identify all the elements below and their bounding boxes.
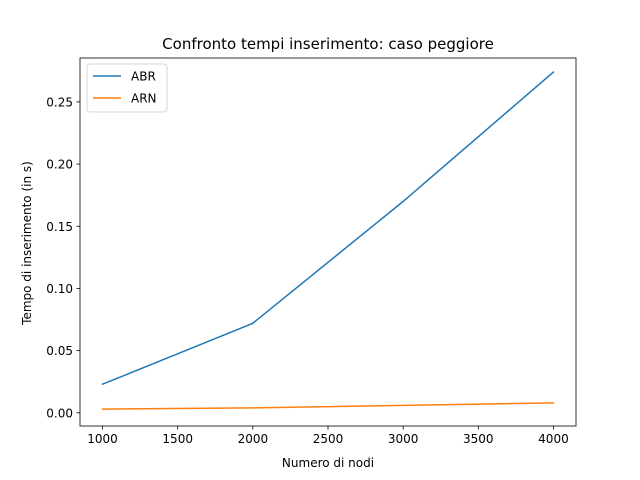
y-tick-label: 0.05 bbox=[46, 344, 73, 358]
y-tick-label: 0.00 bbox=[46, 406, 73, 420]
x-axis-label: Numero di nodi bbox=[282, 456, 374, 470]
chart-title: Confronto tempi inserimento: caso peggio… bbox=[162, 35, 494, 53]
x-tick-label: 4000 bbox=[538, 432, 569, 446]
y-tick-label: 0.15 bbox=[46, 220, 73, 234]
x-tick-label: 1000 bbox=[87, 432, 118, 446]
legend-label-abr: ABR bbox=[131, 70, 156, 84]
x-tick-label: 2000 bbox=[238, 432, 269, 446]
x-axis-ticks: 1000 1500 2000 2500 3000 3500 4000 bbox=[87, 426, 569, 446]
y-tick-label: 0.10 bbox=[46, 282, 73, 296]
x-tick-label: 1500 bbox=[162, 432, 193, 446]
x-tick-label: 2500 bbox=[313, 432, 344, 446]
series-line-arn bbox=[101, 402, 555, 410]
y-tick-label: 0.25 bbox=[46, 95, 73, 109]
x-tick-label: 3500 bbox=[463, 432, 494, 446]
y-axis-label: Tempo di inserimento (in s) bbox=[20, 161, 34, 326]
legend-label-arn: ARN bbox=[131, 92, 157, 106]
series-line-abr bbox=[101, 70, 555, 386]
x-tick-label: 3000 bbox=[388, 432, 419, 446]
y-axis-ticks: 0.00 0.05 0.10 0.15 0.20 0.25 bbox=[46, 95, 80, 420]
legend: ABR ARN bbox=[86, 63, 168, 113]
y-tick-label: 0.20 bbox=[46, 158, 73, 172]
